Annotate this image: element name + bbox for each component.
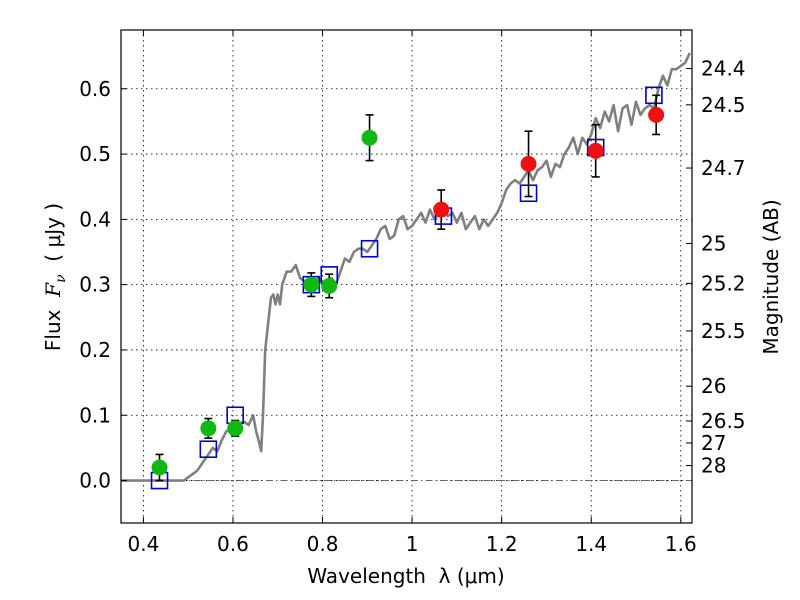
green-data-point [200,420,217,437]
x-tick-label: 0.6 [217,532,249,556]
y-tick-label: 0.3 [79,273,111,297]
green-data-point [361,129,378,146]
x-tick-label: 1 [406,532,419,556]
right-tick-label: 25 [701,231,726,255]
model-sed-layer [121,52,691,482]
right-tick-label: 24.4 [701,57,746,81]
y-axis-label: Flux Fν ( μJy ) [41,203,69,351]
y-tick-label: 0.1 [79,403,111,427]
right-tick-label: 27 [701,431,726,455]
red-data-point [648,106,665,123]
y-axis-right-label: Magnitude (AB) [759,199,783,354]
right-tick-label: 28 [701,454,726,478]
x-tick-label: 1.2 [486,532,518,556]
right-tick-label: 24.7 [701,156,746,180]
red-data-point [520,155,537,172]
x-tick-label: 1.6 [665,532,697,556]
green-data-point [321,277,338,294]
model-photometry-box [199,440,218,459]
red-data-point [433,201,450,218]
x-axis-label: Wavelength λ (μm) [307,564,504,588]
y-tick-label: 0.6 [79,77,111,101]
detection-points-layer [151,106,665,476]
x-tick-label: 0.4 [127,532,159,556]
right-tick-label: 26 [701,374,726,398]
y-tick-label: 0.2 [79,338,111,362]
x-tick-label: 1.4 [575,532,607,556]
model-photometry-box [645,86,663,105]
ticks: 0.4 0.6 0.8 1 1.2 1.4 1.6 0.0 0.1 0.2 0.3 0.4 0.5 0.6… [79,30,746,556]
green-data-point [227,420,244,437]
model-sed-line [121,52,691,482]
red-data-point [587,142,604,159]
axes-frame [120,29,693,524]
green-data-point [151,459,168,476]
y-tick-label: 0.5 [79,142,111,166]
model-photometry-box [360,239,379,258]
right-tick-label: 26.5 [701,409,746,433]
y-tick-label: 0.0 [79,469,111,493]
x-tick-label: 0.8 [307,532,339,556]
grid [121,30,692,523]
y-tick-label: 0.4 [79,207,111,231]
plot-frame [120,29,693,524]
right-tick-label: 24.5 [701,93,746,117]
right-tick-label: 25.5 [701,319,746,343]
green-data-point [303,276,320,293]
right-tick-label: 25.2 [701,271,746,295]
